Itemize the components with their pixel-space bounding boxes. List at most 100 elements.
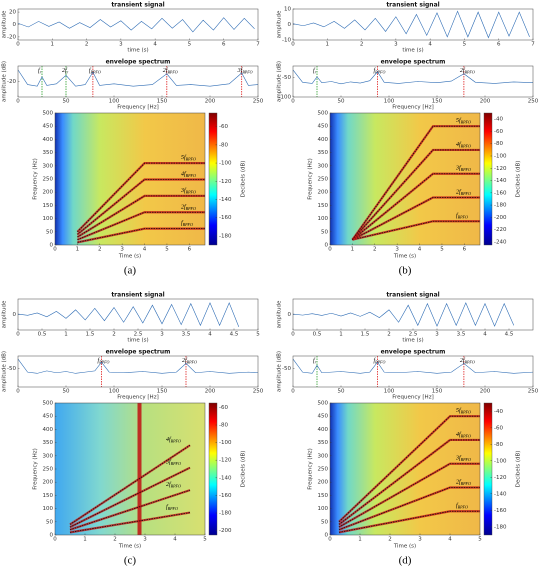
x-axis-label: Time (s): [393, 544, 416, 550]
annotation-label-sub: r: [40, 69, 42, 74]
y-tick-label: 100: [43, 506, 54, 512]
plot-area: [293, 66, 533, 97]
y-tick-label: 400: [318, 427, 329, 433]
annotation-label: 2fBPFO: [163, 67, 178, 74]
y-tick-label: 250: [318, 177, 329, 183]
x-axis-label: Time (s): [118, 544, 141, 550]
x-tick-label: 250: [253, 389, 264, 395]
colorbar-tick-label: -40: [494, 117, 503, 123]
annotation-label-main: 2f: [163, 67, 169, 74]
y-tick-label: 300: [43, 163, 54, 169]
axes-frame: [329, 112, 481, 246]
x-axis-label: Frequency [Hz]: [117, 395, 158, 401]
annotation-label: fBPFO: [373, 67, 385, 74]
y-axis-label: amplitude: [2, 10, 8, 38]
x-tick-label: 0: [53, 247, 57, 253]
y-tick-label: 50: [46, 519, 53, 525]
y-tick-label: 0: [288, 312, 292, 318]
x-tick-label: 2: [388, 537, 392, 543]
x-tick-label: 6: [222, 42, 226, 48]
ridge-label: 4fBPFO: [456, 141, 471, 148]
annotation-label: fBPFO: [98, 357, 110, 364]
x-tick-label: 1.5: [86, 332, 95, 338]
spectrogram-image: [330, 113, 480, 245]
y-tick-label: -50: [282, 366, 291, 372]
x-tick-label: 0: [16, 42, 20, 48]
y-tick-label: 350: [318, 440, 329, 446]
y-tick-label: 150: [318, 203, 329, 209]
ridge-trace: [338, 439, 480, 525]
annotation-label-sub: BPFO: [187, 359, 197, 364]
annotation-label-sub: r: [315, 359, 317, 364]
chart-title: transient signal: [111, 2, 164, 9]
y-axis-label: amplitude (dB): [277, 351, 283, 392]
y-tick-label: 200: [318, 480, 329, 486]
x-tick-label: 6: [497, 42, 501, 48]
annotation-label: 2fr: [62, 67, 69, 74]
y-tick-label: 500: [318, 111, 329, 117]
x-tick-label: 2: [112, 332, 116, 338]
x-tick-label: 50: [338, 389, 345, 395]
chart-title: envelope spectrum: [381, 59, 446, 66]
colorbar-label: Decibels (dB): [516, 161, 522, 198]
axes-frame: [17, 298, 259, 331]
ridge-label-sub: BPFO: [461, 457, 471, 462]
annotation-label-main: f: [373, 357, 376, 364]
y-tick-label: 500: [43, 111, 54, 117]
colorbar-tick-label: -120: [494, 475, 507, 481]
x-tick-label: 50: [338, 99, 345, 105]
colorbar-tick-label: -140: [219, 475, 232, 481]
x-tick-label: 0: [291, 42, 295, 48]
annotation-label: 2fBPFO: [460, 67, 475, 74]
y-tick-label: -50: [282, 75, 291, 81]
x-tick-label: 2.5: [134, 332, 143, 338]
y-axis-label: amplitude: [277, 300, 283, 328]
x-tick-label: 250: [253, 99, 264, 105]
x-tick-label: 0.5: [313, 332, 322, 338]
x-tick-label: 1: [351, 247, 355, 253]
ridge-label-main: f: [166, 504, 169, 511]
plot-area: [293, 9, 533, 40]
colorbar-tick-label: -60: [494, 425, 503, 431]
plot-area: [293, 299, 533, 330]
x-tick-label: 50: [63, 99, 70, 105]
chart-title: envelope spectrum: [106, 349, 171, 356]
x-tick-label: 100: [109, 99, 120, 105]
annotation-label: fr: [313, 67, 317, 74]
panel-caption: (a): [124, 265, 137, 277]
ridge-label: 2fBPFO: [456, 189, 471, 196]
x-tick-label: 5: [203, 537, 207, 543]
x-tick-label: 2: [360, 42, 364, 48]
annotation-label-sub: BPFO: [99, 359, 109, 364]
axes-frame: [54, 402, 206, 536]
ridge-trace: [338, 510, 480, 533]
ridge-label: 2fBPFO: [456, 479, 471, 486]
x-tick-label: 3: [394, 42, 398, 48]
ridge-label-sub: BPFO: [171, 461, 181, 466]
x-axis-label: Frequency [Hz]: [392, 105, 433, 111]
ridge-label: 3fBPFO: [455, 165, 471, 172]
ridge-trace: [77, 211, 205, 241]
y-tick-label: -20: [7, 79, 16, 85]
ridge-label-main: 2f: [181, 204, 187, 211]
x-tick-label: 1: [326, 42, 330, 48]
x-tick-label: 7: [531, 42, 535, 48]
ridge-label-sub: BPFO: [458, 215, 468, 220]
colorbar-tick-label: -100: [219, 161, 232, 167]
ridge-label-sub: BPFO: [183, 222, 193, 227]
ridge-label: 4fBPFO: [456, 431, 471, 438]
x-tick-label: 3: [119, 42, 123, 48]
x-axis-label: time (s): [402, 338, 423, 344]
y-tick-label: -10: [282, 38, 291, 44]
x-tick-label: 5: [256, 332, 260, 338]
colorbar-tick-label: -140: [219, 197, 232, 203]
signal-line: [292, 10, 530, 39]
ridge-label-main: 3f: [455, 165, 462, 172]
colorbar-tick-label: -160: [494, 508, 507, 514]
y-tick-label: 0: [325, 533, 329, 539]
panel-caption: (b): [399, 265, 412, 277]
colorbar-label: Decibels (dB): [516, 451, 522, 488]
colorbar-label: Decibels (dB): [241, 161, 247, 198]
colorbar: [483, 112, 493, 246]
y-axis-label: amplitude: [277, 10, 283, 38]
